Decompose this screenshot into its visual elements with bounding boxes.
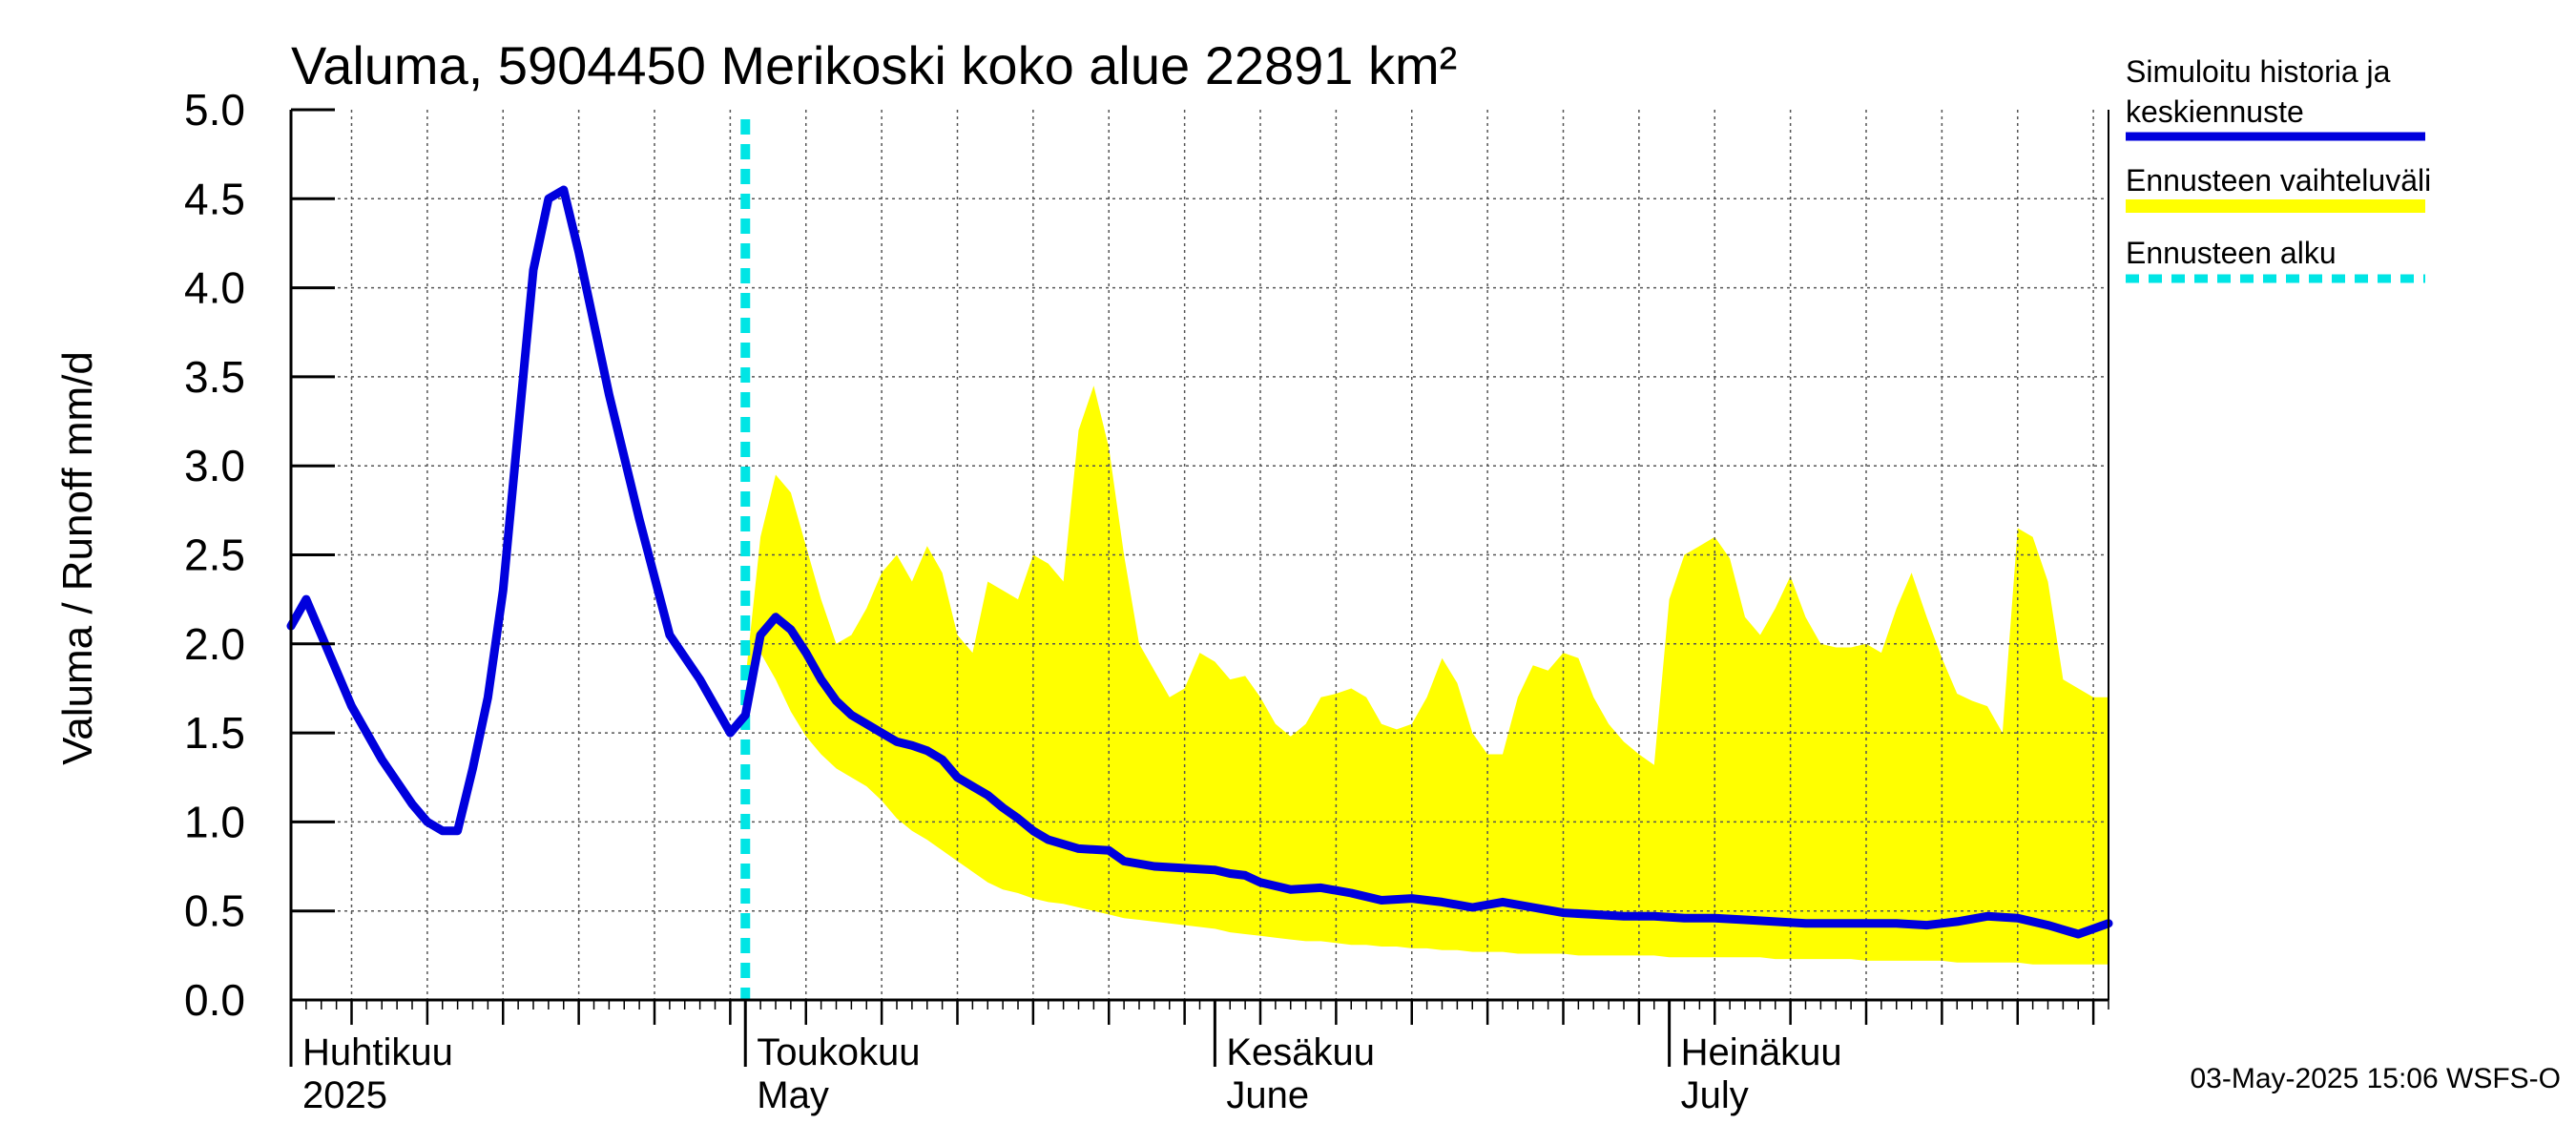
month-sublabel-0: 2025: [302, 1074, 387, 1116]
legend: Simuloitu historia ja keskiennuste Ennus…: [2126, 54, 2431, 283]
chart-title: Valuma, 5904450 Merikoski koko alue 2289…: [291, 35, 1457, 95]
y-tick-label-0: 0.0: [184, 975, 245, 1025]
history-line: [286, 185, 780, 836]
grid-lines: [291, 110, 2109, 1000]
y-tick-label-9: 4.5: [184, 174, 245, 223]
axes: [289, 108, 2109, 1067]
y-tick-label-4: 2.0: [184, 619, 245, 669]
runoff-series: [286, 185, 2113, 939]
month-label-2: Kesäkuu: [1226, 1031, 1375, 1073]
y-tick-label-7: 3.5: [184, 352, 245, 402]
month-sublabel-1: May: [757, 1074, 829, 1116]
y-axis-label: Valuma / Runoff mm/d: [54, 351, 101, 765]
y-tick-label-2: 1.0: [184, 797, 245, 846]
y-tick-label-1: 0.5: [184, 886, 245, 936]
y-tick-label-10: 5.0: [184, 85, 245, 135]
y-tick-label-8: 4.0: [184, 263, 245, 313]
month-label-1: Toukokuu: [757, 1031, 920, 1073]
y-tick-label-5: 2.5: [184, 531, 245, 580]
legend-history-label-line2: keskiennuste: [2126, 94, 2304, 129]
legend-range-swatch: [2126, 199, 2425, 213]
month-sublabel-2: June: [1226, 1074, 1309, 1116]
forecast-range-band: [745, 385, 2109, 965]
y-tick-label-3: 1.5: [184, 708, 245, 758]
month-label-0: Huhtikuu: [302, 1031, 453, 1073]
legend-start-label: Ennusteen alku: [2126, 236, 2337, 270]
median-forecast-line: [771, 613, 2113, 939]
legend-history-label-line1: Simuloitu historia ja: [2126, 54, 2391, 89]
legend-range-label: Ennusteen vaihteluväli: [2126, 163, 2431, 198]
timestamp: 03-May-2025 15:06 WSFS-O: [2191, 1063, 2562, 1094]
y-tick-labels: 0.0 0.5 1.0 1.5 2.0 2.5 3.0 3.5 4.0 4.5 5.0: [184, 85, 245, 1025]
month-sublabel-3: July: [1681, 1074, 1749, 1116]
y-tick-label-6: 3.0: [184, 441, 245, 490]
month-label-3: Heinäkuu: [1681, 1031, 1842, 1073]
range-band-area: [745, 385, 2109, 965]
